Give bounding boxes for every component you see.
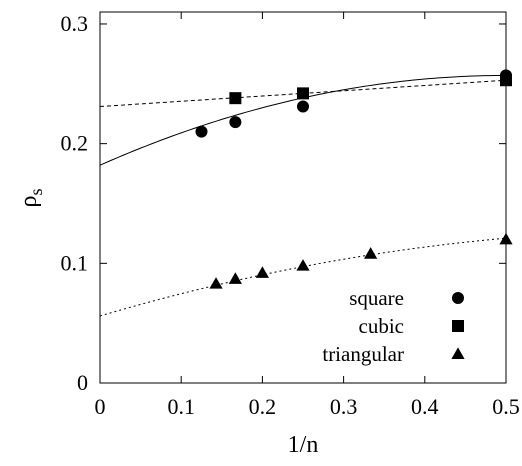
y-axis-label: ρs (16, 189, 46, 208)
x-tick-label: 0.3 (330, 394, 358, 419)
data-point-square (297, 100, 309, 113)
fit-curve-triangular (100, 237, 506, 317)
legend-label-square: square (349, 286, 404, 310)
data-point-cubic (229, 92, 242, 105)
data-markers (195, 69, 513, 289)
x-axis-label: 1/n (288, 432, 319, 458)
data-point-triangular (228, 272, 242, 284)
data-point-cubic (297, 87, 309, 100)
x-tick-label: 0.4 (411, 394, 439, 419)
data-point-triangular (296, 259, 310, 271)
y-tick-label: 0.3 (61, 11, 89, 36)
x-tick-label: 0.2 (249, 394, 277, 419)
legend-label-triangular: triangular (322, 342, 404, 366)
y-tick-label: 0.1 (61, 250, 89, 275)
data-point-square (195, 125, 208, 138)
data-point-triangular (255, 266, 269, 278)
data-point-triangular (364, 247, 378, 259)
plot-frame (99, 11, 507, 384)
legend-marker-cubic (452, 320, 464, 332)
tick-labels: 0 0.1 0.2 0.3 0.4 0.5 0 0.1 0.2 0.3 (61, 11, 520, 419)
x-tick-label: 0 (95, 394, 106, 419)
y-tick-label: 0 (77, 370, 88, 395)
x-tick-label: 0.1 (167, 394, 195, 419)
legend-label-cubic: cubic (359, 314, 404, 338)
data-point-square (229, 116, 242, 129)
legend-marker-square (452, 292, 464, 304)
x-tick-label: 0.5 (492, 394, 520, 419)
data-point-triangular (209, 277, 223, 289)
y-axis-label-main: ρ (16, 196, 42, 208)
legend: square cubic triangular (322, 286, 465, 366)
y-axis-label-subscript: s (26, 189, 46, 196)
axis-ticks (99, 12, 507, 384)
legend-marker-triangular (451, 347, 465, 359)
y-tick-label: 0.2 (61, 131, 89, 156)
